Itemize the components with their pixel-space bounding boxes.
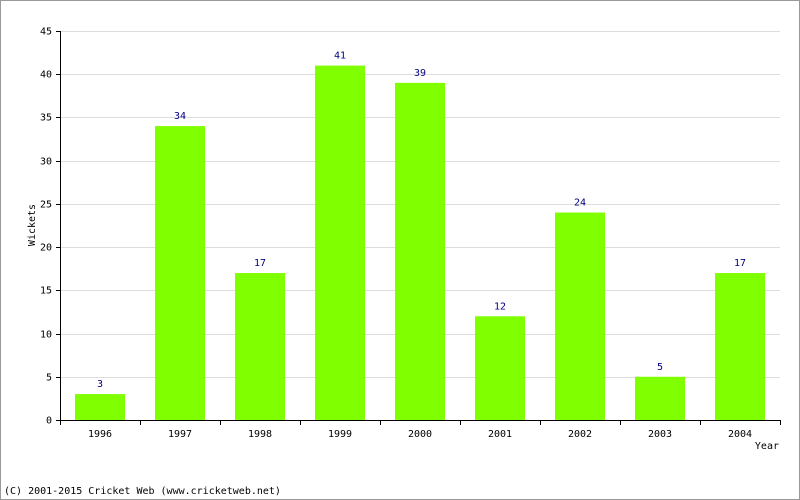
value-label: 34 (174, 111, 186, 122)
y-tick-label: 25 (40, 200, 52, 211)
y-tick-label: 35 (40, 113, 52, 124)
x-tick-label: 2002 (568, 429, 592, 440)
value-label: 5 (657, 362, 663, 373)
value-label: 39 (414, 68, 426, 79)
x-tick-label: 1997 (168, 429, 192, 440)
x-tick-label: 2001 (488, 429, 512, 440)
bar (155, 126, 205, 420)
y-axis-label: Wickets (27, 204, 38, 246)
bar (635, 376, 685, 420)
bar (555, 212, 605, 420)
value-label: 41 (334, 51, 346, 62)
y-tick-label: 20 (40, 243, 52, 254)
y-tick-label: 15 (40, 286, 52, 297)
value-label: 17 (254, 258, 266, 269)
y-tick-label: 0 (46, 416, 52, 427)
footer: (C) 2001-2015 Cricket Web (www.cricketwe… (4, 486, 281, 497)
x-axis-label: Year (755, 441, 779, 452)
bar (395, 82, 445, 420)
y-tick-label: 45 (40, 27, 52, 38)
y-tick-label: 5 (46, 373, 52, 384)
bar (475, 316, 525, 420)
y-tick-label: 40 (40, 70, 52, 81)
x-tick-label: 1996 (88, 429, 112, 440)
x-tick-label: 2004 (728, 429, 752, 440)
x-tick-label: 2000 (408, 429, 432, 440)
x-tick-label: 1998 (248, 429, 272, 440)
value-label: 3 (97, 379, 103, 390)
bar (235, 273, 285, 420)
value-label: 24 (574, 198, 586, 209)
value-label: 17 (734, 258, 746, 269)
x-tick-label: 2003 (648, 429, 672, 440)
x-tick-label: 1999 (328, 429, 352, 440)
bar (75, 394, 125, 420)
value-label: 12 (494, 301, 506, 312)
y-tick-label: 30 (40, 157, 52, 168)
y-tick-label: 10 (40, 330, 52, 341)
bar (315, 65, 365, 421)
bar (715, 273, 765, 420)
